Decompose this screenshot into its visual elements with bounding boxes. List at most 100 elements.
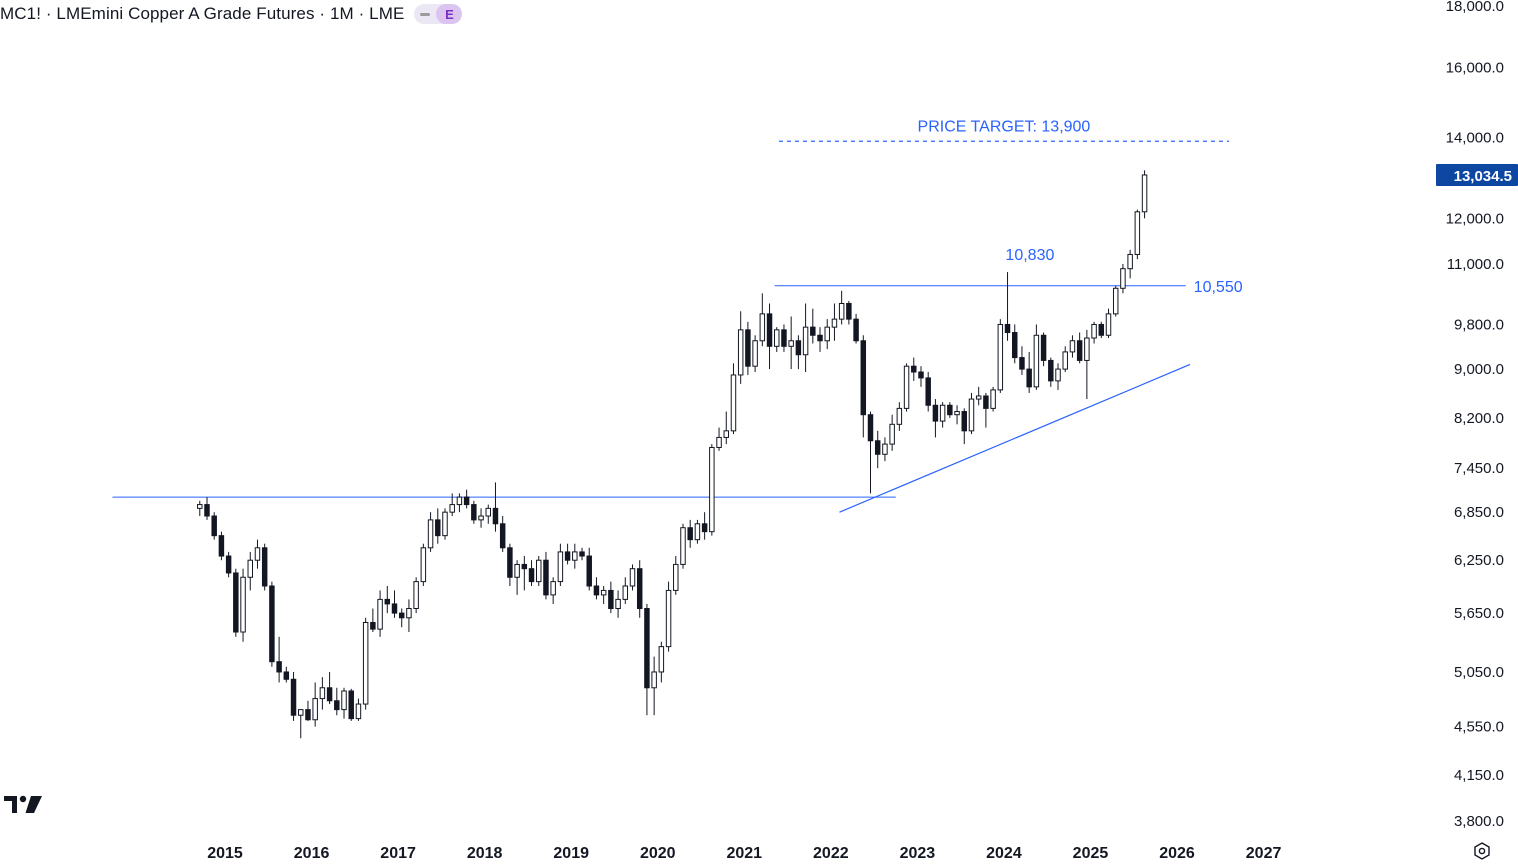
candle-body xyxy=(370,621,376,630)
candle-body xyxy=(240,576,246,633)
candle-body xyxy=(233,572,239,633)
candle xyxy=(1062,346,1068,373)
x-tick-label: 2016 xyxy=(294,845,330,862)
candle xyxy=(795,335,802,370)
candle xyxy=(968,392,975,435)
candle xyxy=(860,335,867,438)
candle xyxy=(644,603,650,716)
candle xyxy=(853,313,859,344)
candle-body xyxy=(853,318,859,342)
trendline xyxy=(839,363,1191,513)
candle xyxy=(1098,321,1105,339)
candle xyxy=(334,687,340,716)
candle xyxy=(990,386,996,412)
candle xyxy=(478,508,484,528)
candle-body xyxy=(867,414,874,442)
candle xyxy=(622,577,629,604)
candle-body xyxy=(1062,351,1068,370)
candle xyxy=(1019,346,1025,375)
candle-body xyxy=(730,374,737,432)
exchange-badge[interactable]: E xyxy=(414,4,463,24)
candle xyxy=(463,489,470,509)
candle xyxy=(759,293,766,347)
candle-body xyxy=(406,608,412,619)
candle-body xyxy=(636,568,643,610)
candle xyxy=(377,590,383,637)
candle xyxy=(420,543,427,587)
time-axis[interactable]: 2015 2016 2017 2018 2019 2020 2021 2022 2023 2024… xyxy=(207,845,1281,862)
dash-icon xyxy=(414,4,436,24)
candle-body xyxy=(269,585,275,663)
candle-body xyxy=(795,340,802,356)
candle xyxy=(1012,324,1018,364)
y-tick-label: 3,800.0 xyxy=(1454,813,1504,830)
candle-body xyxy=(543,559,549,596)
candle xyxy=(867,411,874,494)
candle xyxy=(788,316,794,370)
candle-body xyxy=(745,329,751,367)
y-tick-label: 4,550.0 xyxy=(1454,719,1504,736)
candle xyxy=(781,324,787,352)
badge-letter: E xyxy=(436,4,463,24)
candle-body xyxy=(810,326,816,336)
candle xyxy=(564,543,571,565)
candle-body xyxy=(377,598,383,630)
candle xyxy=(355,698,362,721)
settings-icon[interactable] xyxy=(1472,841,1492,861)
candle-body xyxy=(391,603,398,614)
candle-body xyxy=(629,568,636,587)
candle xyxy=(911,357,917,381)
candle-body xyxy=(456,496,463,506)
candle-body xyxy=(471,504,477,521)
y-tick-label: 14,000.0 xyxy=(1446,130,1504,147)
candle-body xyxy=(521,563,528,570)
candle xyxy=(269,581,275,667)
candle-body xyxy=(341,690,347,711)
candle-body xyxy=(608,589,614,610)
candle-body xyxy=(968,398,975,432)
candle xyxy=(442,508,448,540)
candle xyxy=(471,500,477,524)
price-axis[interactable]: 18,000.0 16,000.0 14,000.0 12,000.0 11,000.0… xyxy=(1446,0,1504,830)
candle xyxy=(975,386,982,406)
candle xyxy=(435,508,441,544)
candle xyxy=(939,402,946,428)
y-tick-label: 9,000.0 xyxy=(1454,361,1504,378)
candle-body xyxy=(492,507,499,525)
candle xyxy=(348,688,354,721)
candle xyxy=(831,303,838,341)
candle xyxy=(1069,335,1076,358)
x-tick-label: 2025 xyxy=(1073,845,1109,862)
candle-body xyxy=(593,585,600,596)
candle xyxy=(723,411,729,445)
candle-body xyxy=(701,523,708,533)
tradingview-logo-icon[interactable] xyxy=(4,795,44,815)
candle xyxy=(247,551,253,591)
candle xyxy=(276,636,282,683)
y-tick-label: 7,450.0 xyxy=(1454,460,1504,477)
candle xyxy=(586,547,592,591)
candle-body xyxy=(384,598,391,605)
candle xyxy=(680,523,686,569)
candle-body xyxy=(427,519,434,549)
candle-body xyxy=(824,326,830,342)
x-tick-label: 2022 xyxy=(813,845,849,862)
candle-body xyxy=(197,504,203,509)
resistance-label: 10,550 xyxy=(1194,279,1243,296)
candle xyxy=(983,392,989,428)
candle-body xyxy=(1134,211,1141,255)
candle-body xyxy=(1048,359,1054,382)
candle xyxy=(947,402,953,418)
candle-body xyxy=(1026,368,1032,388)
candle-body xyxy=(564,551,571,561)
candle xyxy=(593,577,600,600)
y-tick-label: 8,200.0 xyxy=(1454,410,1504,427)
candle xyxy=(1055,363,1061,390)
candle xyxy=(961,408,967,445)
candle-body xyxy=(398,612,405,619)
candle xyxy=(954,405,960,425)
y-tick-label: 18,000.0 xyxy=(1446,0,1504,15)
candle xyxy=(521,556,528,591)
candle xyxy=(615,590,621,618)
